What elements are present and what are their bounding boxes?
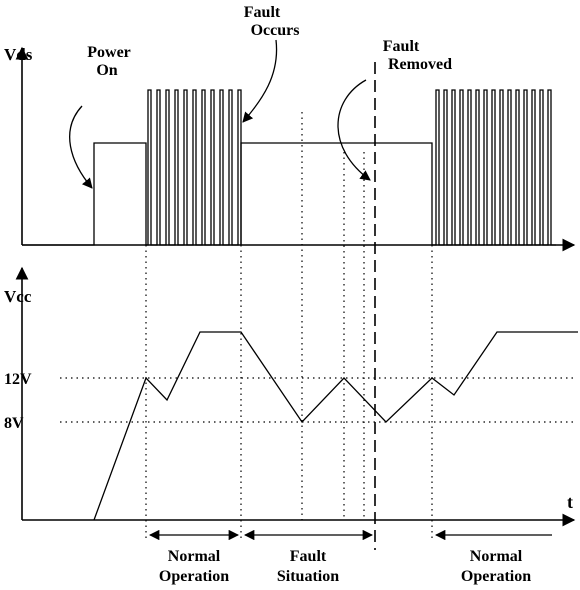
normal-operation-2-label-line2: Operation bbox=[461, 568, 531, 585]
level-12v-label: 12V bbox=[4, 371, 32, 388]
power-on-label-line2: On bbox=[96, 62, 117, 79]
vds-waveform-fault bbox=[240, 142, 433, 245]
normal-operation-2-label-line1: Normal bbox=[470, 548, 523, 565]
fault-situation-label-line1: Fault bbox=[290, 548, 327, 565]
t-axis-label: t bbox=[567, 492, 573, 512]
fault-removed-arrow bbox=[337, 79, 371, 181]
vds-waveform-normal-switching bbox=[146, 89, 242, 246]
fault-occurs-label-line1: Fault bbox=[244, 4, 281, 21]
vcc-waveform bbox=[93, 331, 578, 521]
fault-occurs-label-line2: Occurs bbox=[251, 22, 300, 39]
vds-waveform-restart-switching bbox=[432, 89, 556, 246]
fault-removed-label-line2: Removed bbox=[388, 56, 452, 73]
vds-waveform-startup bbox=[22, 142, 147, 246]
fault-situation-label-line2: Situation bbox=[277, 568, 339, 585]
level-8v-label: 8V bbox=[4, 415, 24, 432]
fault-removed-label-line1: Fault bbox=[383, 38, 420, 55]
vcc-axis-label: Vcc bbox=[4, 287, 32, 306]
power-on-label-line1: Power bbox=[87, 44, 131, 61]
normal-operation-1-label-line2: Operation bbox=[159, 568, 229, 585]
power-on-arrow bbox=[69, 105, 93, 189]
vds-axis-label: Vds bbox=[4, 45, 33, 64]
fault-occurs-arrow bbox=[242, 39, 278, 123]
normal-operation-1-label-line1: Normal bbox=[168, 548, 221, 565]
